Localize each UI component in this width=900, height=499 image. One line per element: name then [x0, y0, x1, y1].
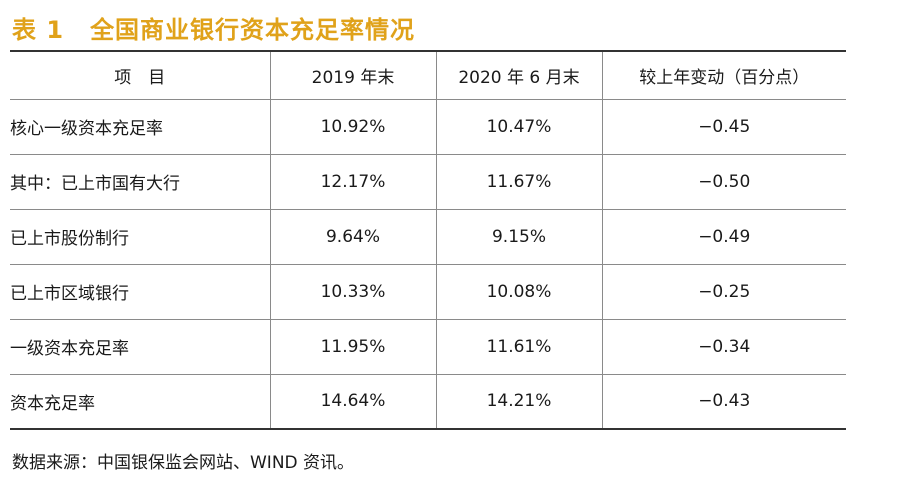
table-title-text: 全国商业银行资本充足率情况 — [90, 16, 416, 44]
cell-2019: 11.95% — [270, 319, 437, 375]
table-row: 核心一级资本充足率 10.92% 10.47% −0.45 — [10, 99, 846, 155]
row-label: 一级资本充足率 — [10, 319, 271, 375]
cell-change: −0.25 — [602, 264, 846, 320]
header-row: 项 目 2019 年末 2020 年 6 月末 较上年变动（百分点） — [10, 51, 846, 100]
table-title: 表 1 全国商业银行资本充足率情况 — [12, 10, 415, 45]
cell-2020: 11.67% — [436, 154, 603, 210]
table-row: 已上市区域银行 10.33% 10.08% −0.25 — [10, 264, 846, 320]
table-row: 已上市股份制行 9.64% 9.15% −0.49 — [10, 209, 846, 265]
cell-2019: 9.64% — [270, 209, 437, 265]
table-row: 其中：已上市国有大行 12.17% 11.67% −0.50 — [10, 154, 846, 210]
capital-adequacy-table: 项 目 2019 年末 2020 年 6 月末 较上年变动（百分点） 核心一级资… — [10, 50, 846, 430]
row-label: 已上市区域银行 — [10, 264, 271, 320]
cell-2020: 11.61% — [436, 319, 603, 375]
cell-change: −0.49 — [602, 209, 846, 265]
cell-change: −0.43 — [602, 374, 846, 430]
header-change: 较上年变动（百分点） — [602, 51, 846, 100]
cell-2019: 12.17% — [270, 154, 437, 210]
row-label: 其中：已上市国有大行 — [10, 154, 271, 210]
cell-2019: 10.92% — [270, 99, 437, 155]
table-row: 一级资本充足率 11.95% 11.61% −0.34 — [10, 319, 846, 375]
cell-2020: 14.21% — [436, 374, 603, 430]
header-2020-h1: 2020 年 6 月末 — [436, 51, 603, 100]
header-2019: 2019 年末 — [270, 51, 437, 100]
cell-change: −0.50 — [602, 154, 846, 210]
header-item: 项 目 — [10, 51, 271, 100]
table-number: 表 1 — [12, 16, 65, 44]
cell-2019: 10.33% — [270, 264, 437, 320]
row-label: 资本充足率 — [10, 374, 271, 430]
cell-2020: 10.47% — [436, 99, 603, 155]
table-row: 资本充足率 14.64% 14.21% −0.43 — [10, 374, 846, 430]
cell-2020: 9.15% — [436, 209, 603, 265]
row-label: 核心一级资本充足率 — [10, 99, 271, 155]
cell-2019: 14.64% — [270, 374, 437, 430]
cell-change: −0.45 — [602, 99, 846, 155]
data-source-note: 数据来源：中国银保监会网站、WIND 资讯。 — [12, 453, 355, 473]
cell-2020: 10.08% — [436, 264, 603, 320]
cell-change: −0.34 — [602, 319, 846, 375]
row-label: 已上市股份制行 — [10, 209, 271, 265]
